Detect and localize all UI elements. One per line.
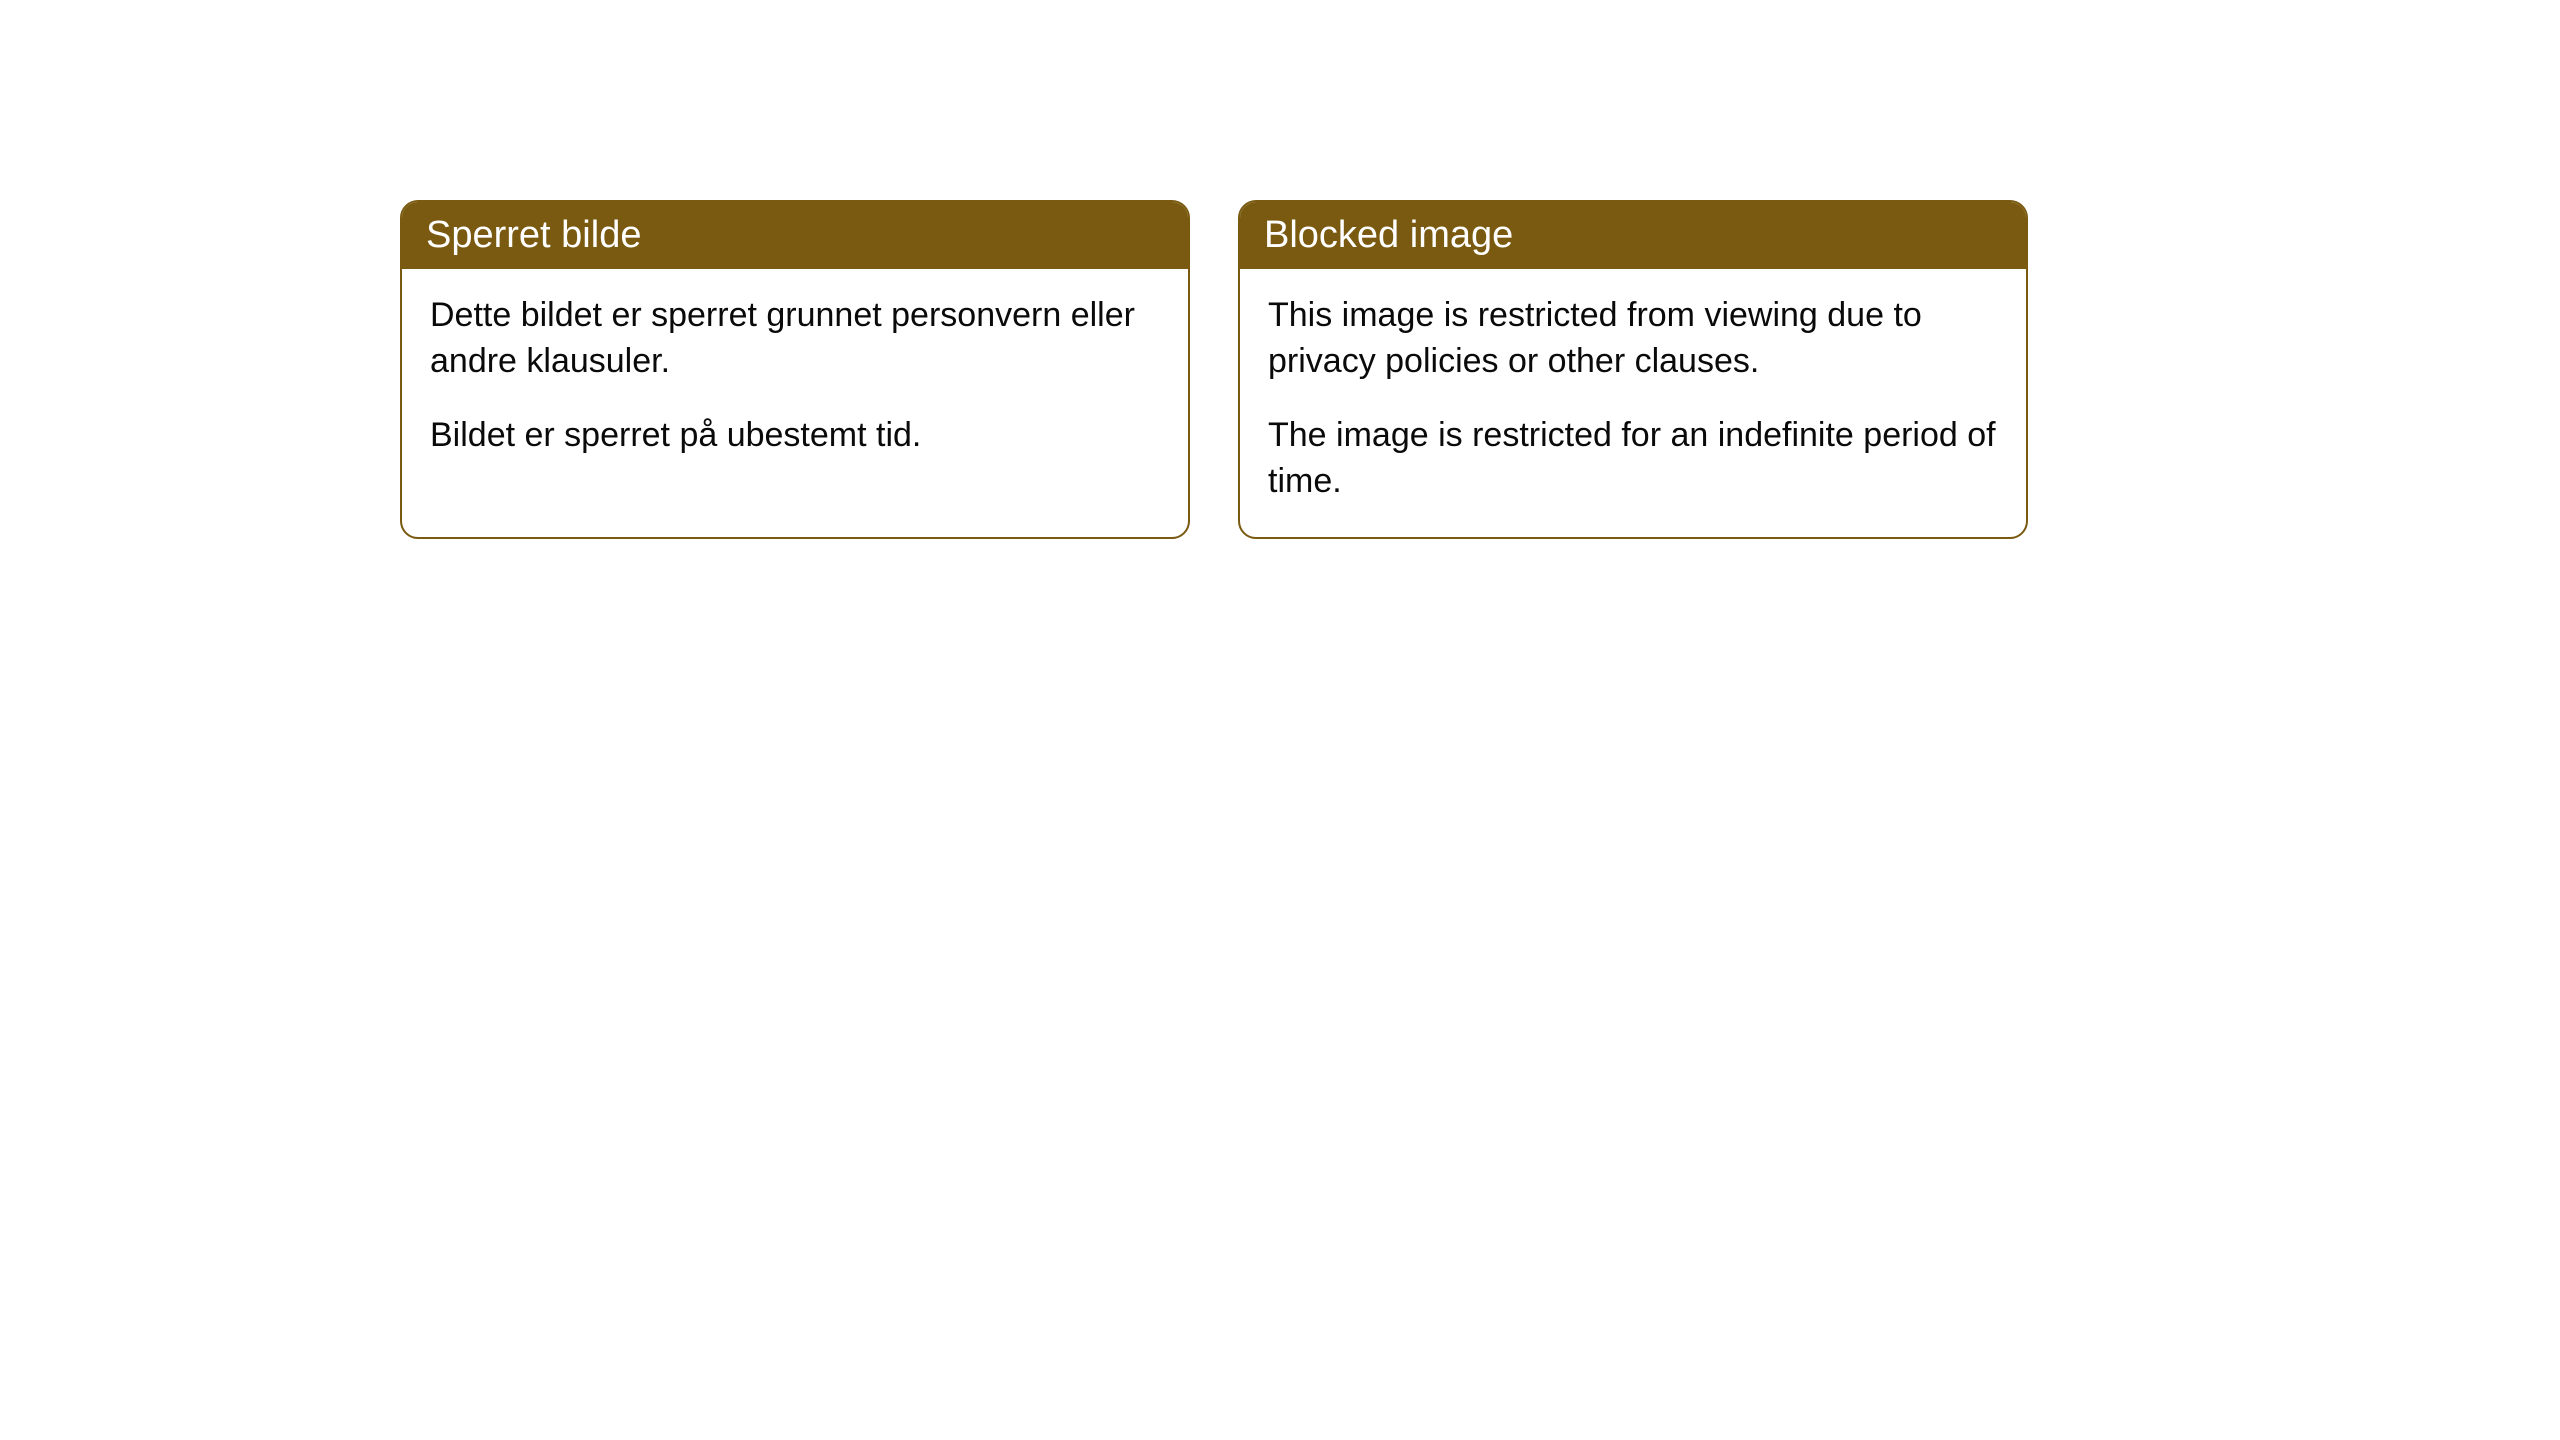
card-title-en: Blocked image (1264, 214, 1513, 256)
blocked-image-card-en: Blocked image This image is restricted f… (1238, 200, 2028, 539)
card-para2-en: The image is restricted for an indefinit… (1268, 413, 1998, 505)
cards-container: Sperret bilde Dette bildet er sperret gr… (400, 200, 2160, 539)
card-header-no: Sperret bilde (402, 202, 1188, 269)
card-para1-no: Dette bildet er sperret grunnet personve… (430, 293, 1160, 385)
blocked-image-card-no: Sperret bilde Dette bildet er sperret gr… (400, 200, 1190, 539)
card-para2-no: Bildet er sperret på ubestemt tid. (430, 413, 1160, 459)
card-header-en: Blocked image (1240, 202, 2026, 269)
card-para1-en: This image is restricted from viewing du… (1268, 293, 1998, 385)
card-body-en: This image is restricted from viewing du… (1240, 269, 2026, 537)
card-title-no: Sperret bilde (426, 214, 641, 256)
card-body-no: Dette bildet er sperret grunnet personve… (402, 269, 1188, 491)
